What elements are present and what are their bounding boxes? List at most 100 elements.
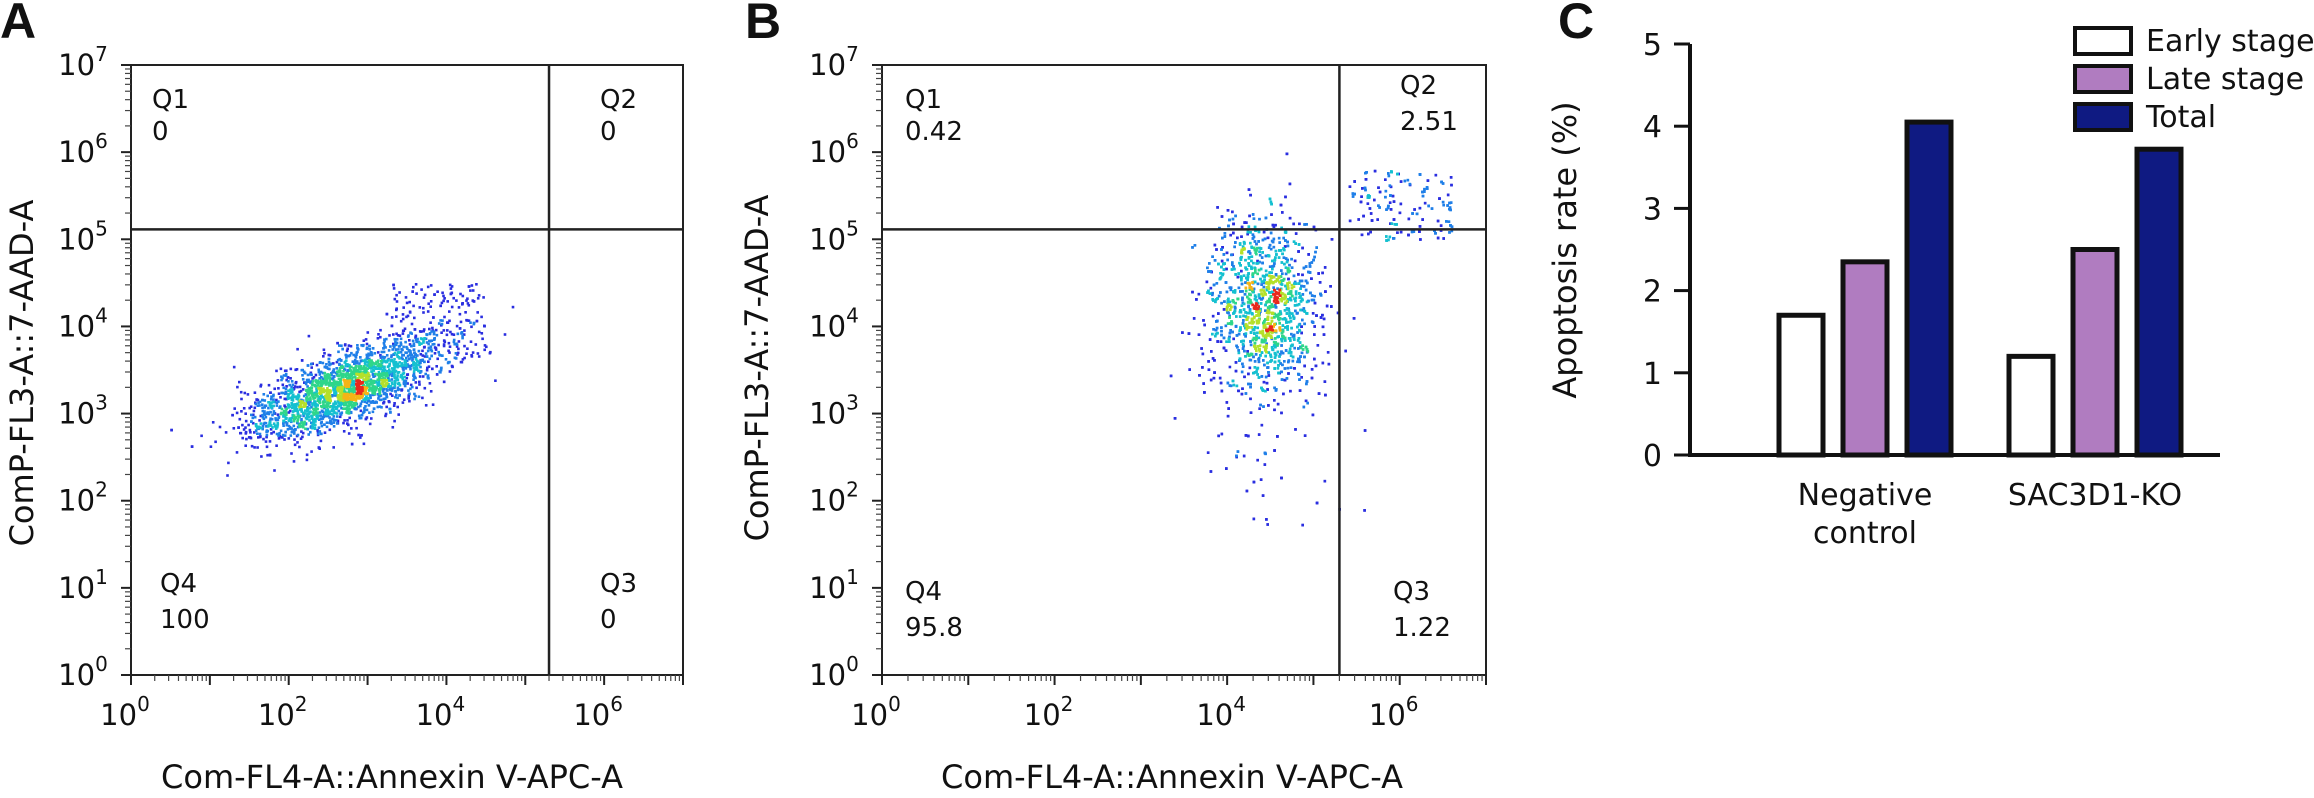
scatter-point bbox=[1227, 407, 1230, 410]
scatter-point bbox=[1253, 266, 1256, 270]
scatter-point bbox=[319, 392, 322, 395]
scatter-point bbox=[341, 365, 345, 369]
scatter-point bbox=[336, 358, 340, 362]
scatter-point bbox=[1225, 267, 1228, 271]
scatter-point bbox=[338, 366, 342, 370]
scatter-point bbox=[325, 393, 328, 397]
scatter-point bbox=[1278, 241, 1281, 244]
scatter-point bbox=[427, 360, 430, 363]
scatter-point bbox=[1240, 276, 1243, 280]
scatter-point bbox=[381, 388, 385, 391]
scatter-point bbox=[367, 354, 371, 357]
scatter-point bbox=[319, 414, 323, 417]
scatter-point bbox=[402, 369, 405, 372]
scatter-point bbox=[413, 392, 416, 396]
scatter-point bbox=[344, 364, 348, 368]
scatter-points-b bbox=[1169, 152, 1454, 527]
scatter-point bbox=[377, 366, 381, 370]
scatter-point bbox=[284, 409, 288, 412]
scatter-point bbox=[269, 401, 273, 404]
scatter-point bbox=[467, 304, 471, 307]
scatter-point bbox=[461, 334, 464, 338]
scatter-point bbox=[331, 417, 334, 421]
scatter-point bbox=[339, 358, 343, 362]
scatter-point bbox=[361, 381, 364, 384]
scatter-point bbox=[363, 361, 367, 365]
scatter-point bbox=[282, 415, 285, 418]
scatter-point bbox=[371, 347, 375, 350]
scatter-point bbox=[261, 425, 265, 428]
scatter-point bbox=[413, 375, 416, 379]
scatter-point bbox=[271, 426, 274, 429]
scatter-point bbox=[389, 392, 392, 396]
scatter-point bbox=[261, 403, 264, 406]
scatter-point bbox=[369, 353, 373, 357]
scatter-point bbox=[374, 388, 378, 392]
scatter-point bbox=[1252, 517, 1256, 521]
y-tick-label: 107 bbox=[58, 42, 108, 82]
scatter-point bbox=[1224, 349, 1228, 352]
scatter-point bbox=[269, 424, 273, 427]
scatter-point bbox=[409, 352, 413, 356]
scatter-point bbox=[1259, 403, 1262, 407]
scatter-point bbox=[433, 337, 436, 340]
scatter-point bbox=[1242, 302, 1246, 306]
scatter-point bbox=[1181, 331, 1184, 334]
scatter-point bbox=[339, 399, 342, 402]
scatter-point bbox=[362, 442, 366, 446]
scatter-point bbox=[296, 385, 299, 389]
scatter-point bbox=[417, 395, 421, 398]
scatter-point bbox=[412, 355, 416, 358]
scatter-point bbox=[387, 374, 391, 377]
scatter-point bbox=[476, 352, 480, 355]
scatter-point bbox=[369, 396, 372, 400]
scatter-point bbox=[1257, 336, 1261, 340]
scatter-point bbox=[1260, 386, 1263, 390]
scatter-point bbox=[415, 366, 419, 369]
scatter-point bbox=[1220, 333, 1223, 337]
scatter-point bbox=[1357, 218, 1360, 221]
scatter-point bbox=[334, 387, 337, 391]
scatter-point bbox=[405, 351, 408, 355]
scatter-point bbox=[1268, 291, 1271, 294]
scatter-point bbox=[260, 455, 263, 458]
scatter-point bbox=[339, 377, 342, 381]
scatter-point bbox=[258, 432, 262, 436]
scatter-point bbox=[282, 413, 286, 417]
scatter-point bbox=[292, 419, 296, 423]
scatter-point bbox=[284, 387, 288, 391]
scatter-point bbox=[328, 397, 332, 401]
scatter-point bbox=[347, 396, 351, 400]
scatter-point bbox=[390, 389, 394, 392]
scatter-point bbox=[1256, 331, 1259, 335]
scatter-point bbox=[300, 418, 303, 421]
scatter-point bbox=[245, 437, 248, 441]
scatter-point bbox=[299, 402, 303, 405]
scatter-point bbox=[418, 361, 421, 365]
scatter-point bbox=[359, 391, 362, 395]
scatter-point bbox=[1220, 215, 1224, 218]
scatter-point bbox=[1225, 251, 1229, 255]
scatter-point bbox=[1259, 354, 1262, 357]
scatter-point bbox=[436, 357, 439, 361]
scatter-point bbox=[1247, 262, 1250, 265]
scatter-point bbox=[339, 381, 342, 384]
scatter-point bbox=[401, 376, 404, 379]
scatter-point bbox=[267, 412, 271, 416]
scatter-point bbox=[372, 390, 376, 393]
scatter-point bbox=[1407, 217, 1411, 221]
scatter-point bbox=[280, 411, 283, 415]
scatter-point bbox=[1302, 266, 1306, 270]
scatter-point bbox=[343, 360, 347, 364]
scatter-point bbox=[1246, 311, 1249, 315]
scatter-point bbox=[328, 401, 332, 405]
scatter-point bbox=[1226, 258, 1229, 262]
scatter-point bbox=[1220, 326, 1223, 329]
scatter-point bbox=[1297, 303, 1301, 306]
scatter-point bbox=[318, 377, 321, 380]
scatter-point bbox=[408, 300, 411, 304]
scatter-point bbox=[1209, 470, 1213, 473]
scatter-point bbox=[290, 385, 293, 389]
scatter-point bbox=[1302, 307, 1306, 310]
scatter-point bbox=[1449, 201, 1453, 204]
